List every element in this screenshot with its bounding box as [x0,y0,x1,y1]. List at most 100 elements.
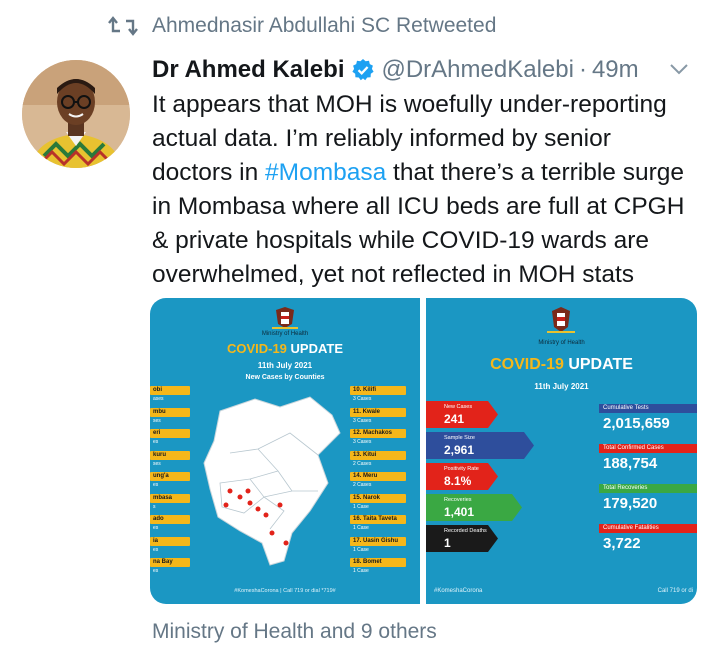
county-name-tag: ia [150,536,190,546]
coat-of-arms-icon [272,307,298,329]
tweet-timestamp[interactable]: 49m [591,56,639,83]
cumulative-stat: Total Recoveries 179,520 [599,484,697,512]
cumulative-stat-label: Cumulative Tests [599,404,697,413]
tweet-line-suffix: that there’s a terrible surge [386,159,685,186]
county-entry: 10. Kilifi 3 Cases [350,386,406,403]
county-case-count: ases [153,396,164,402]
tweet-line: overwhelmed, yet not reflected in MOH st… [152,261,635,288]
county-entry: mbasa s [150,493,190,511]
cumulative-stat: Total Confirmed Cases 188,754 [599,444,697,472]
county-entry: 12. Machakos 3 Cases [350,429,406,446]
daily-stat-value: 8.1% [444,474,472,488]
daily-stat-label: Recoveries [444,497,472,503]
county-name-tag: 14. Meru [350,472,406,481]
county-name-tag: ado [150,515,190,524]
county-name-tag: kuru [150,450,190,460]
county-name-tag: 11. Kwale [350,407,406,417]
cumulative-stat-value: 188,754 [603,455,658,472]
county-entry: 16. Taita Taveta 1 Case [350,515,406,532]
county-entry: 17. Uasin Gishu 1 Case [350,536,406,554]
county-case-count: 1 Case [353,568,369,574]
county-name-tag: mbu [150,407,190,417]
county-entry: 11. Kwale 3 Cases [350,407,406,425]
county-entry: 13. Kitui 2 Cases [350,450,406,468]
title-update: UPDATE [286,341,344,356]
county-entry: na Bay es [150,558,190,575]
ministry-label: Ministry of Health [261,331,309,337]
county-case-count: 1 Case [353,503,369,510]
county-case-count: 3 Cases [353,396,372,402]
county-case-count: ses [153,417,161,424]
county-case-count: es [153,439,159,445]
county-name-tag: 15. Narok [350,493,406,503]
update-subtitle: New Cases by Counties [245,374,325,381]
author-name[interactable]: Dr Ahmed Kalebi [152,56,345,83]
daily-stat-value: 2,961 [444,443,475,457]
cumulative-stat-value: 2,015,659 [603,415,670,432]
retweet-indicator[interactable]: Ahmednasir Abdullahi SC Retweeted [108,14,496,38]
covid-update-title: COVID-19 UPDATE [426,356,697,374]
county-case-count: es [153,482,159,488]
title-covid: COVID-19 [490,356,564,373]
card-footer-call: Call 719 or di [657,588,693,594]
tweet-line: in Mombasa where all ICU beds are full a… [152,193,685,220]
county-entry: obi ases [150,386,190,403]
county-entry: ia es [150,536,190,554]
county-case-count: es [153,525,159,531]
chevron-down-icon[interactable] [668,60,690,78]
county-case-count: 3 Cases [353,439,372,445]
county-entry: 18. Bomet 1 Case [350,558,406,575]
case-location-markers [223,488,289,546]
daily-stat-label: New Cases [444,404,473,410]
cumulative-stat-value: 179,520 [603,495,658,512]
avatar[interactable] [22,60,130,168]
cumulative-stat-label: Cumulative Fatalities [599,524,697,533]
title-covid: COVID-19 [226,341,287,356]
ministry-label: Ministry of Health [538,340,585,346]
hashtag-link[interactable]: #Mombasa [265,159,387,186]
daily-stat-value: 1,401 [444,505,475,519]
retweet-icon [108,16,138,36]
county-entry: ado es [150,515,190,532]
county-name-tag: 17. Uasin Gishu [350,536,406,546]
cumulative-stat-label: Total Confirmed Cases [599,444,697,453]
county-entry: 15. Narok 1 Case [350,493,406,511]
county-entry: eri es [150,429,190,446]
author-handle[interactable]: @DrAhmedKalebi [381,56,574,83]
county-case-count: 1 Case [353,525,369,531]
update-date: 11th July 2021 [257,361,313,370]
daily-stat-banner: Recoveries 1,401 [426,494,522,521]
daily-stat-banner: Sample Size 2,961 [426,432,534,459]
county-case-count: 1 Case [353,546,369,553]
county-name-tag: 16. Taita Taveta [350,515,406,524]
cumulative-stat: Cumulative Fatalities 3,722 [599,524,697,552]
county-case-count: es [153,568,159,574]
cumulative-stat-label: Total Recoveries [599,484,697,493]
daily-stat-label: Positivity Rate [444,466,479,472]
county-name-tag: 12. Machakos [350,429,406,438]
county-name-tag: ung'a [150,472,190,481]
cumulative-stat-value: 3,722 [603,535,641,552]
daily-stat-banner: Recorded Deaths 1 [426,525,498,552]
county-entry: 14. Meru 2 Cases [350,472,406,489]
card-footer-left: #KomeshaCorona | Call 719 or dial *719# [234,588,336,594]
daily-stat-value: 241 [444,412,465,426]
county-case-count: ses [153,460,161,467]
coat-of-arms-icon [547,307,575,333]
daily-stat-value: 1 [444,536,451,550]
tweet-line: It appears that MOH is woefully under-re… [152,91,667,118]
county-case-count: es [153,546,159,553]
tweet-media: Ministry of Health COVID-19 UPDATE 11th … [150,298,697,604]
verified-badge-icon [352,59,375,81]
likers-summary[interactable]: Ministry of Health and 9 others [152,620,437,643]
media-image-cases-by-county[interactable]: Ministry of Health COVID-19 UPDATE 11th … [150,298,420,604]
media-image-covid-stats[interactable]: Ministry of Health COVID-19 UPDATE 11th … [426,298,697,604]
county-entry: kuru ses [150,450,190,468]
tweet-text: It appears that MOH is woefully under-re… [152,88,712,292]
county-case-count: s [153,503,156,510]
tweet-line: & private hospitals while COVID-19 wards… [152,227,650,254]
daily-stat-label: Recorded Deaths [444,528,487,534]
tweet-line-prefix: doctors in [152,159,266,186]
meta-separator: · [578,56,587,83]
card-footer-hashtag: #KomeshaCorona [434,588,483,594]
